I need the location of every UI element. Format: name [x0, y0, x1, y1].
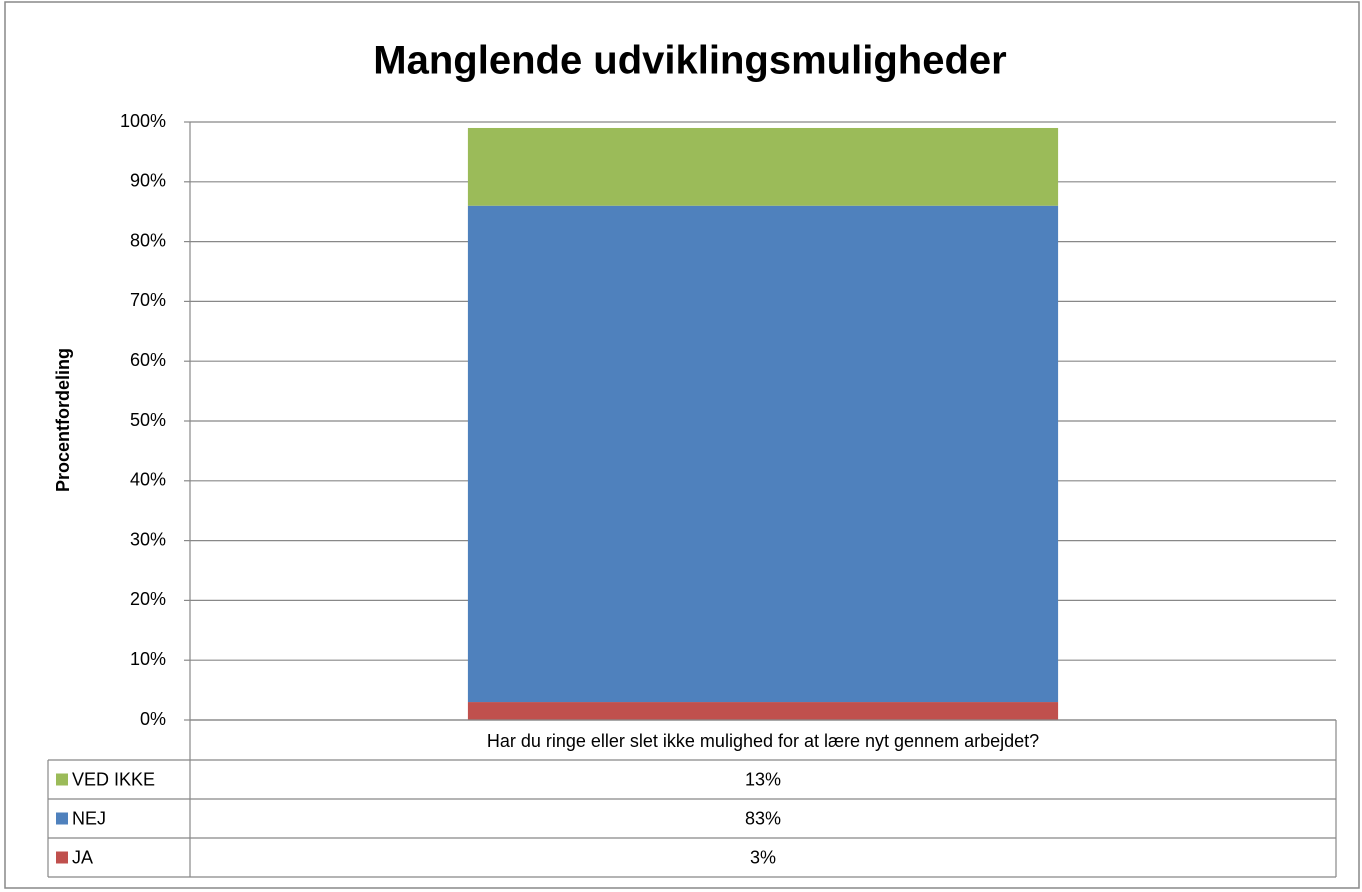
bar-segment: [467, 205, 1059, 703]
y-tick-label: 20%: [130, 589, 166, 609]
data-label: 13%: [745, 769, 781, 789]
data-label: 83%: [745, 808, 781, 828]
legend-label: JA: [72, 847, 93, 867]
legend-swatch: [56, 773, 68, 786]
legend-swatch: [56, 851, 68, 864]
y-tick-label: 60%: [130, 350, 166, 370]
y-axis-title: Procentfordeling: [53, 348, 73, 492]
bar-segment: [467, 127, 1059, 206]
legend-swatch: [56, 812, 68, 825]
legend-label: NEJ: [72, 808, 106, 828]
data-label: 3%: [750, 847, 776, 867]
y-tick-label: 0%: [140, 709, 166, 729]
legend-label: VED IKKE: [72, 769, 155, 789]
chart-title: Manglende udviklingsmuligheder: [373, 39, 1006, 83]
y-tick-label: 80%: [130, 230, 166, 250]
y-tick-label: 40%: [130, 470, 166, 490]
x-tick-label: Har du ringe eller slet ikke mulighed fo…: [487, 731, 1039, 751]
y-tick-label: 70%: [130, 290, 166, 310]
y-tick-label: 30%: [130, 529, 166, 549]
y-tick-label: 100%: [120, 111, 166, 131]
y-tick-label: 90%: [130, 171, 166, 191]
y-tick-label: 10%: [130, 649, 166, 669]
y-tick-label: 50%: [130, 410, 166, 430]
bar-segment: [467, 702, 1059, 720]
